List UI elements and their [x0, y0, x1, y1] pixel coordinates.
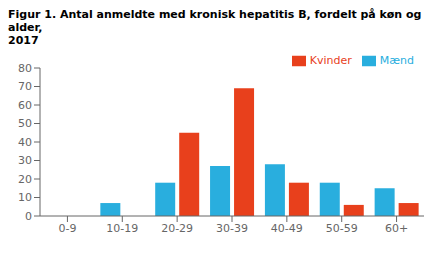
svg-text:60: 60 — [18, 99, 32, 112]
svg-text:10-19: 10-19 — [106, 222, 138, 235]
svg-text:20: 20 — [18, 173, 32, 186]
html-text:Mænd: Mænd — [379, 54, 414, 67]
svg-text:80: 80 — [18, 62, 32, 75]
svg-text:0-9: 0-9 — [58, 222, 76, 235]
html-text:Figur 1. Antal anmeldte med kr: Figur 1. Antal anmeldte med kronisk hepa… — [8, 8, 422, 34]
svg-text:30: 30 — [18, 154, 32, 167]
svg-text:0: 0 — [25, 210, 32, 223]
svg-text:30-39: 30-39 — [216, 222, 248, 235]
svg-text:50: 50 — [18, 117, 32, 130]
svg-text:60+: 60+ — [385, 222, 408, 235]
svg-text:40: 40 — [18, 136, 32, 149]
html-text:2017: 2017 — [8, 34, 39, 47]
svg-text:50-59: 50-59 — [326, 222, 358, 235]
svg-text:20-29: 20-29 — [161, 222, 193, 235]
svg-text:10: 10 — [18, 191, 32, 204]
svg-text:70: 70 — [18, 80, 32, 93]
svg-text:40-49: 40-49 — [271, 222, 303, 235]
html-text:Kvinder: Kvinder — [309, 54, 352, 67]
